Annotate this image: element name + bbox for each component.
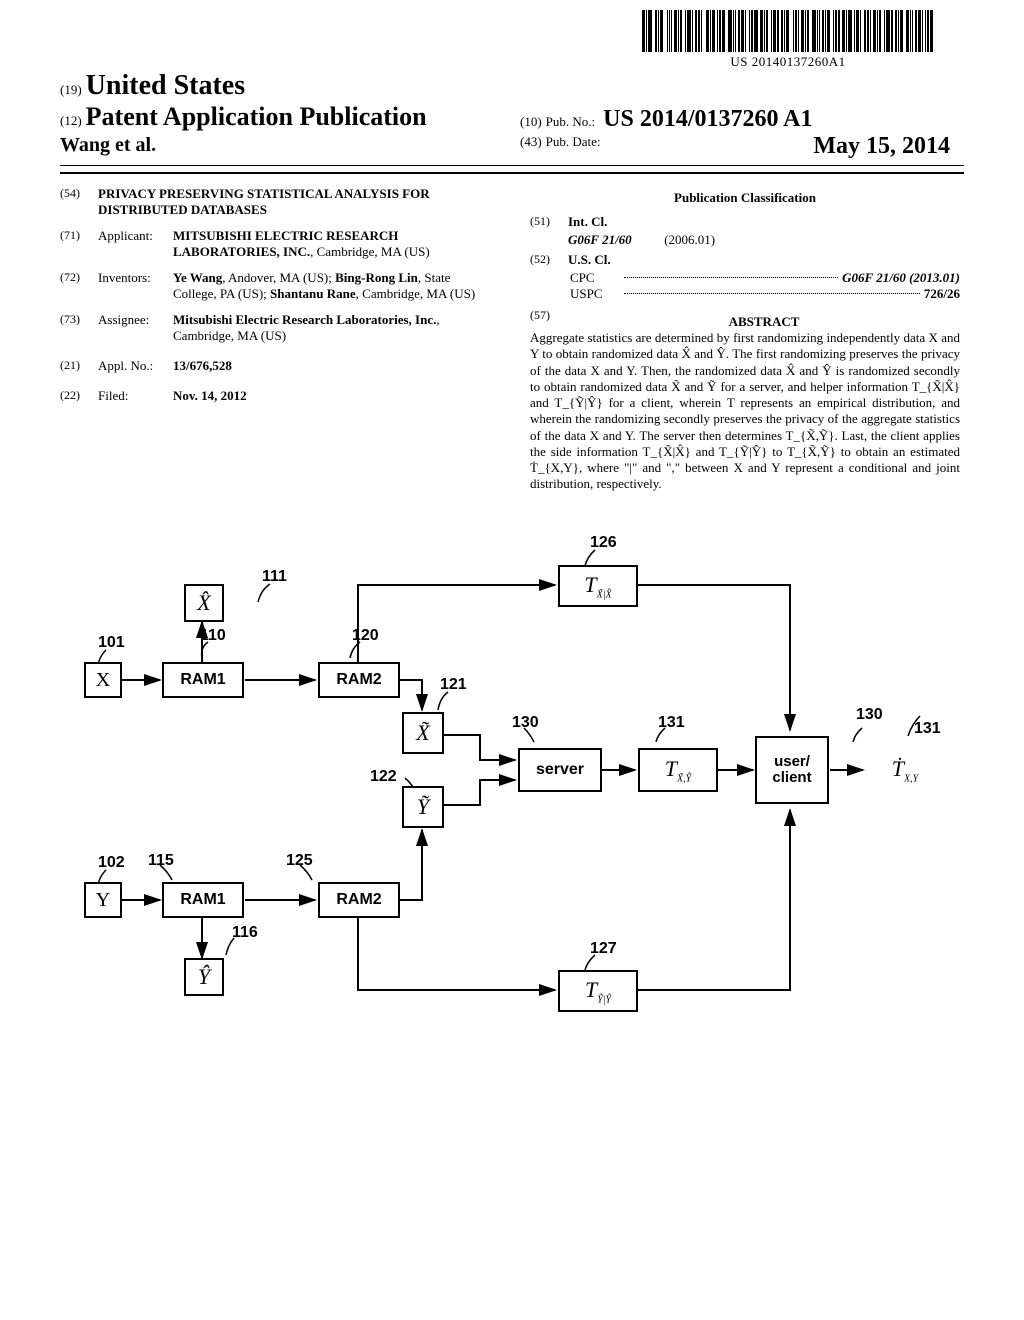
node-xhat: X̂ <box>184 584 224 622</box>
title: PRIVACY PRESERVING STATISTICAL ANALYSIS … <box>98 186 490 218</box>
code-52: (52) <box>530 252 568 268</box>
divider-bold <box>60 172 964 174</box>
ref-102: 102 <box>98 854 125 872</box>
node-user-client: user/client <box>755 736 829 804</box>
node-y: Y <box>84 882 122 918</box>
ref-127: 127 <box>590 940 617 958</box>
right-column: Publication Classification (51) Int. Cl.… <box>530 186 960 493</box>
node-tytyh: TỸ|Ŷ <box>558 970 638 1012</box>
patent-page: US 20140137260A1 (19) United States (12)… <box>0 0 1024 1320</box>
node-ram1-bot: RAM1 <box>162 882 244 918</box>
ref-131b: 131 <box>914 720 941 738</box>
code-10: (10) <box>520 114 542 129</box>
barcode-block: US 20140137260A1 <box>642 10 934 70</box>
ref-111: 111 <box>262 568 287 586</box>
ref-122: 122 <box>370 768 397 786</box>
node-tdot: ṪX,Y <box>866 748 944 792</box>
ref-131a: 131 <box>658 714 685 732</box>
barcode-icon <box>642 10 934 52</box>
node-x: X <box>84 662 122 698</box>
code-57: (57) <box>530 308 568 330</box>
inventors-label: Inventors: <box>98 270 173 302</box>
ref-130a: 130 <box>512 714 539 732</box>
pub-number: US 2014/0137260 A1 <box>603 106 812 132</box>
uspc-label: USPC <box>570 286 620 302</box>
left-column: (54) PRIVACY PRESERVING STATISTICAL ANAL… <box>60 186 490 493</box>
applicant-label: Applicant: <box>98 228 173 260</box>
pubdate-label: Pub. Date: <box>546 134 601 149</box>
node-server: server <box>518 748 602 792</box>
node-ram1-top: RAM1 <box>162 662 244 698</box>
pub-date: May 15, 2014 <box>813 133 950 160</box>
ref-121: 121 <box>440 676 467 694</box>
ref-120: 120 <box>352 627 379 645</box>
uspc-value: 726/26 <box>924 286 960 302</box>
cpc-label: CPC <box>570 270 620 286</box>
code-43: (43) <box>520 134 542 149</box>
doc-type: Patent Application Publication <box>86 102 427 131</box>
node-ytilde: Ỹ <box>402 786 444 828</box>
intcl-label: Int. Cl. <box>568 214 960 230</box>
ref-110: 110 <box>200 627 226 645</box>
code-73: (73) <box>60 312 98 344</box>
node-ram2-bot: RAM2 <box>318 882 400 918</box>
dotted-line <box>624 293 920 294</box>
code-72: (72) <box>60 270 98 302</box>
code-54: (54) <box>60 186 98 218</box>
intcl-date: (2006.01) <box>664 232 715 247</box>
ref-101: 101 <box>98 634 125 652</box>
node-txtxh: TX̃|X̂ <box>558 565 638 607</box>
code-21: (21) <box>60 358 98 374</box>
cpc-value: G06F 21/60 (2013.01) <box>842 270 960 286</box>
inventors-value: Ye Wang, Andover, MA (US); Bing-Rong Lin… <box>173 270 490 302</box>
code-12: (12) <box>60 113 82 128</box>
code-71: (71) <box>60 228 98 260</box>
applno-label: Appl. No.: <box>98 358 173 374</box>
biblio-columns: (54) PRIVACY PRESERVING STATISTICAL ANAL… <box>60 186 964 493</box>
abstract-title: ABSTRACT <box>568 314 960 330</box>
applno-value: 13/676,528 <box>173 358 490 374</box>
intcl-code: G06F 21/60 <box>568 232 632 247</box>
node-ram2-top: RAM2 <box>318 662 400 698</box>
pub-class-title: Publication Classification <box>530 190 960 206</box>
barcode-number: US 20140137260A1 <box>642 54 934 70</box>
code-19: (19) <box>60 82 82 97</box>
divider <box>60 165 964 166</box>
ref-126: 126 <box>590 534 617 552</box>
assignee-label: Assignee: <box>98 312 173 344</box>
filed-label: Filed: <box>98 388 173 404</box>
ref-125: 125 <box>286 852 313 870</box>
ref-116: 116 <box>232 924 258 942</box>
pubno-label: Pub. No.: <box>546 114 595 129</box>
header-right: (10) Pub. No.: US 2014/0137260 A1 (43) P… <box>520 106 950 160</box>
patent-figure: X RAM1 X̂ RAM2 X̃ TX̃|X̂ Y RAM1 Ŷ RAM2 Ỹ… <box>60 530 964 1050</box>
code-22: (22) <box>60 388 98 404</box>
ref-130b: 130 <box>856 706 883 724</box>
node-xtilde: X̃ <box>402 712 444 754</box>
assignee-value: Mitsubishi Electric Research Laboratorie… <box>173 312 490 344</box>
node-yhat: Ŷ <box>184 958 224 996</box>
ref-115: 115 <box>148 852 174 870</box>
uscl-label: U.S. Cl. <box>568 252 960 268</box>
code-51: (51) <box>530 214 568 230</box>
dotted-line <box>624 277 838 278</box>
node-txtyt: TX̃,Ỹ <box>638 748 718 792</box>
abstract-body: Aggregate statistics are determined by f… <box>530 330 960 493</box>
filed-value: Nov. 14, 2012 <box>173 388 490 404</box>
country: United States <box>86 70 245 101</box>
applicant-value: MITSUBISHI ELECTRIC RESEARCH LABORATORIE… <box>173 228 490 260</box>
